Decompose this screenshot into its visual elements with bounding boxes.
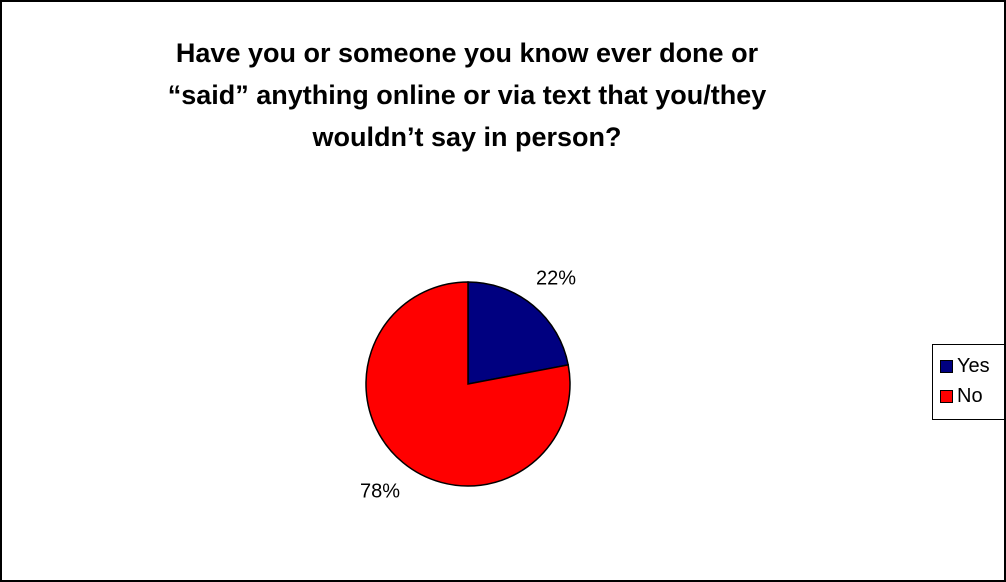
legend-label-no: No xyxy=(957,384,983,407)
chart-title-line-3: wouldn’t say in person? xyxy=(312,122,622,152)
data-label-no: 78% xyxy=(360,480,400,502)
pie-data-labels: 22% 78% xyxy=(360,268,576,503)
legend-item-no: No xyxy=(940,384,983,408)
legend-swatch-no xyxy=(940,389,953,403)
pie-slice-yes xyxy=(467,281,570,385)
chart-title-line-1: Have you or someone you know ever done o… xyxy=(175,38,759,68)
legend-label-yes: Yes xyxy=(957,354,990,377)
data-label-yes: 22% xyxy=(536,268,576,290)
chart-title-line-2: “said” anything online or via text that … xyxy=(167,80,767,110)
chart-legend: Yes No xyxy=(932,344,1004,420)
pie-slices xyxy=(365,281,571,487)
pie-slice-no xyxy=(365,281,571,487)
legend-swatch-yes xyxy=(940,359,953,373)
legend-item-yes: Yes xyxy=(940,354,990,378)
chart-title: Have you or someone you know ever done o… xyxy=(82,32,852,158)
